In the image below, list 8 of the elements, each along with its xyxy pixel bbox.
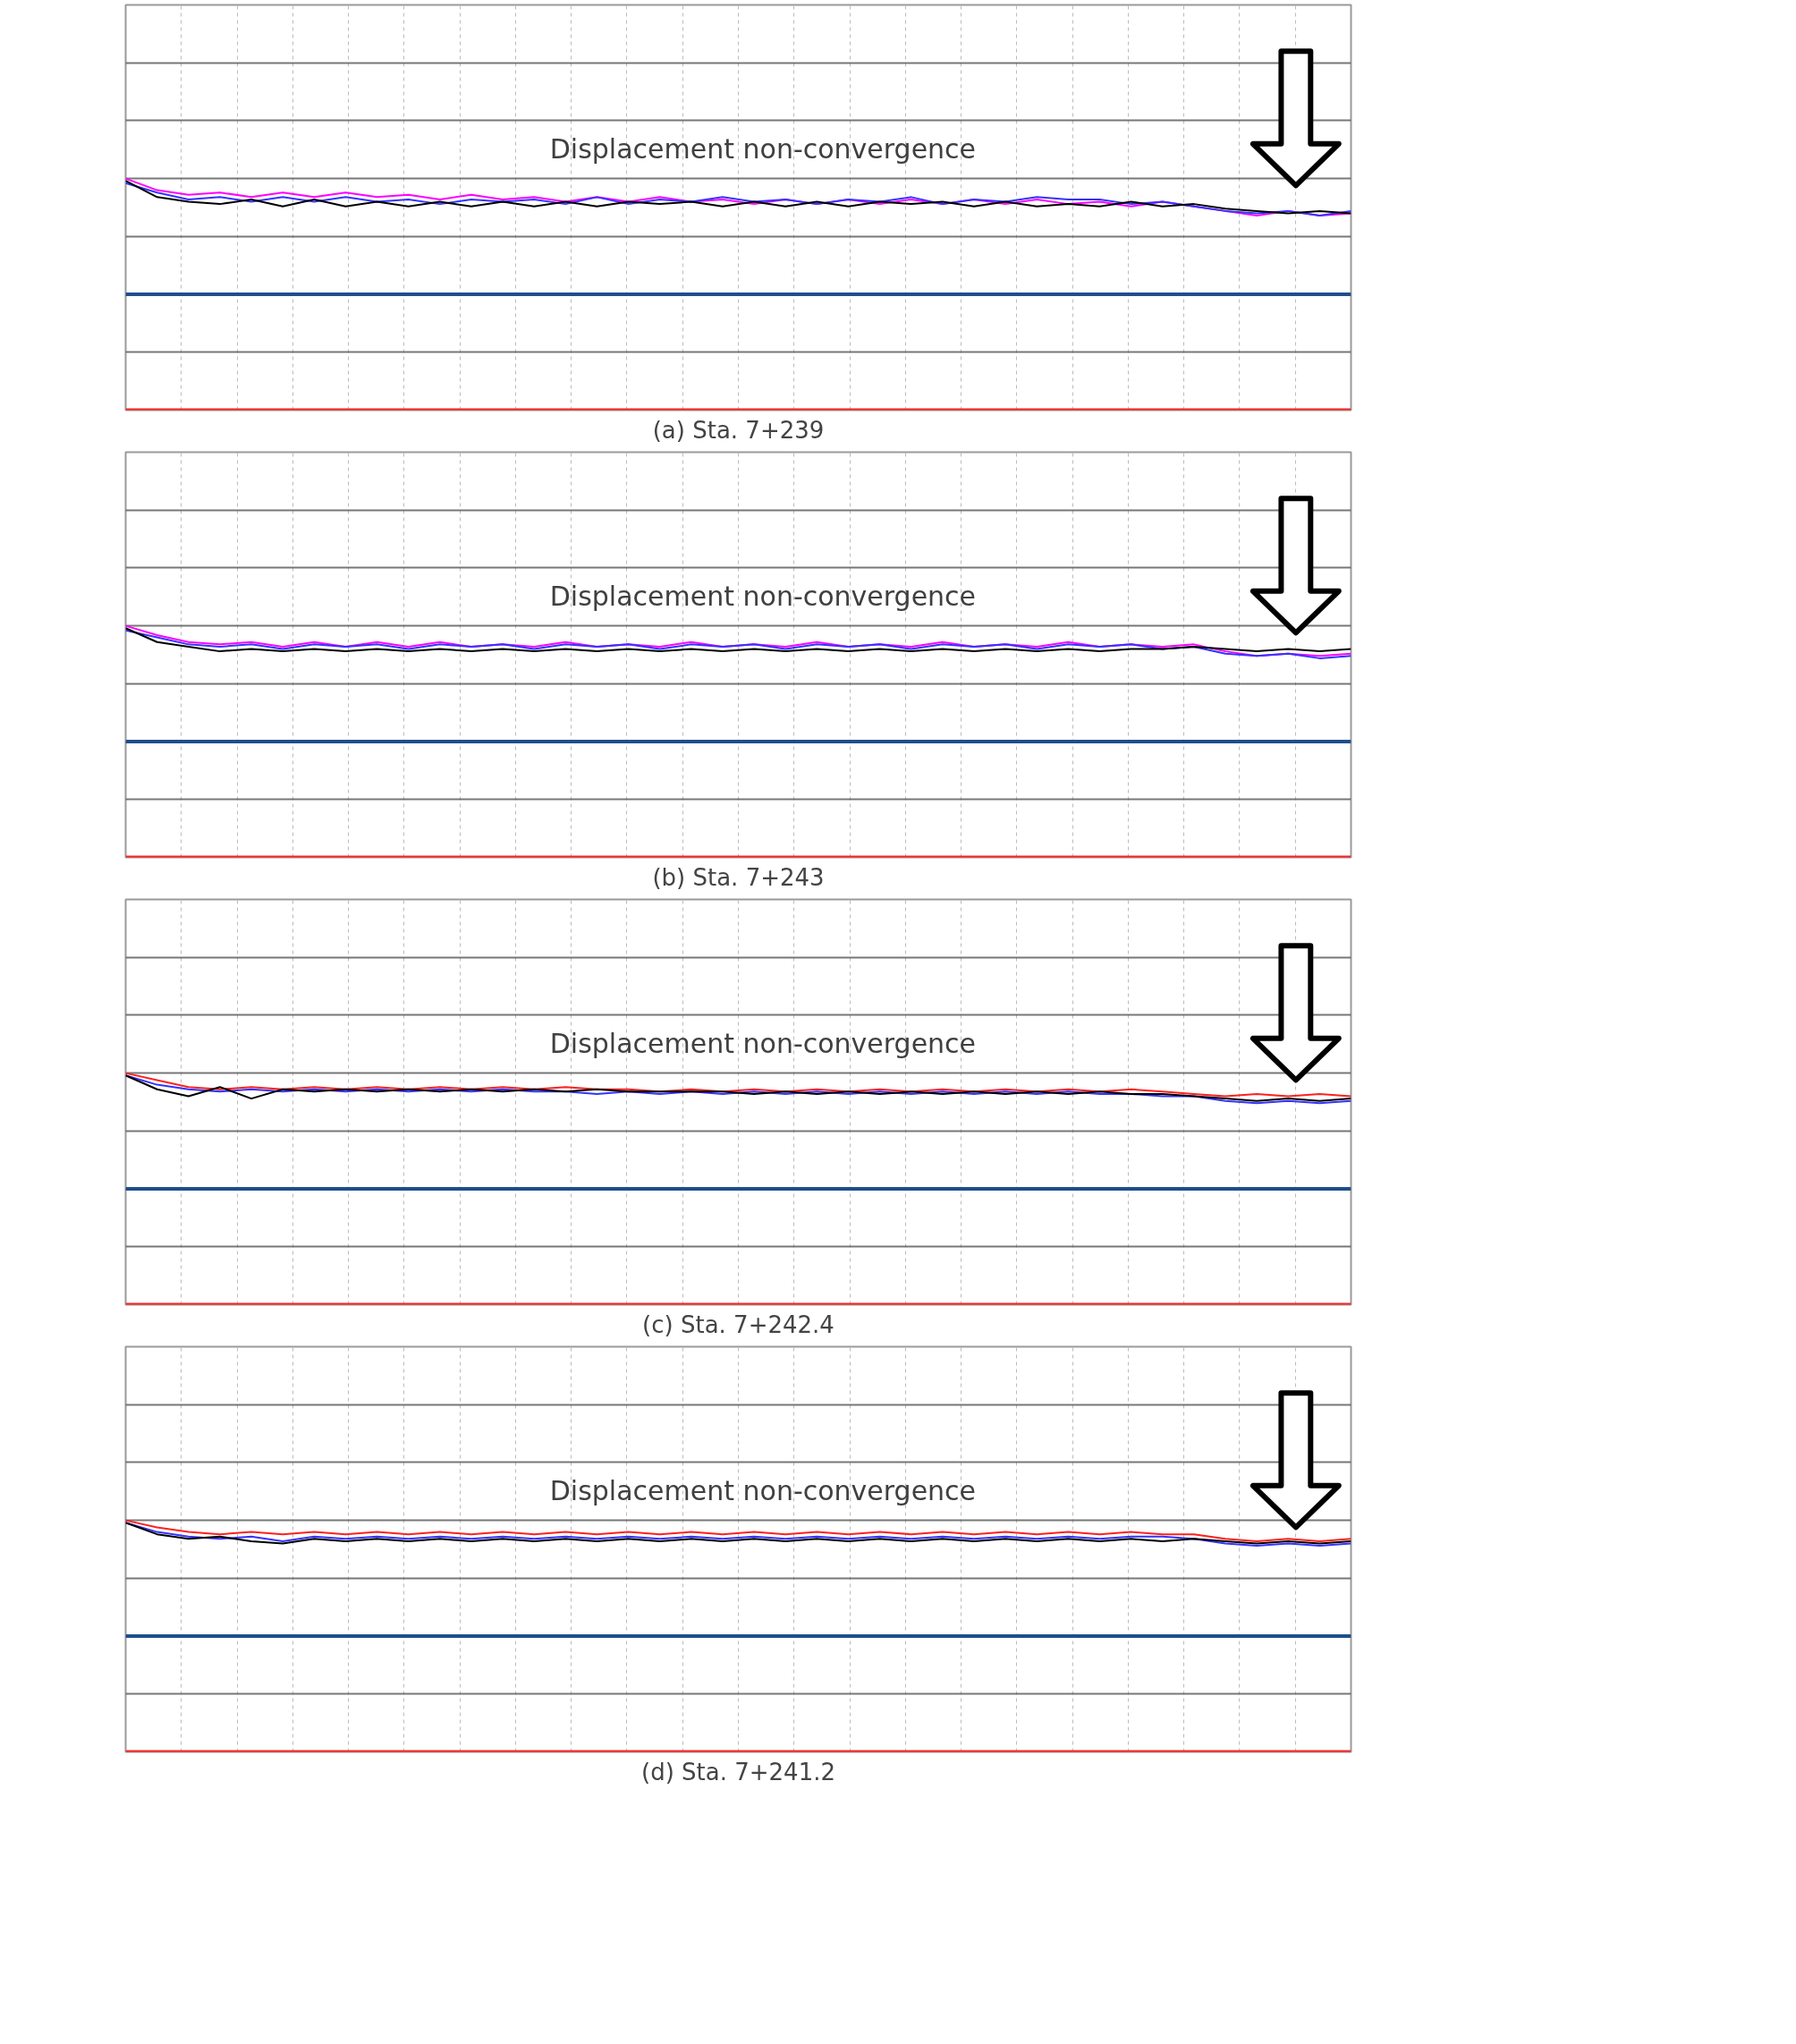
text: Displacement non-convergence — [549, 581, 977, 613]
text: (b) Sta. 7+243 — [652, 863, 825, 891]
text: Displacement non-convergence — [549, 133, 977, 165]
text: (a) Sta. 7+239 — [652, 416, 825, 444]
text: (c) Sta. 7+242.4 — [642, 1310, 834, 1338]
text: (d) Sta. 7+241.2 — [641, 1758, 835, 1785]
text: Displacement non-convergence — [549, 1028, 977, 1060]
text: Displacement non-convergence — [549, 1475, 977, 1507]
